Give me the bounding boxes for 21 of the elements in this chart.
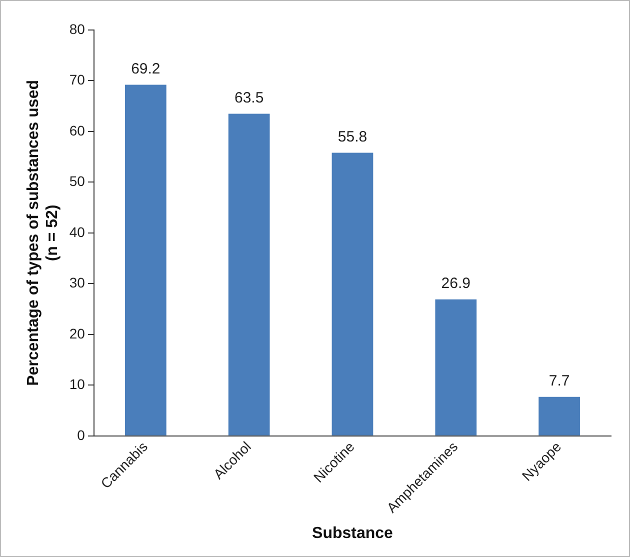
- data-label: 7.7: [548, 372, 570, 390]
- bar: [538, 396, 580, 436]
- y-tick-label: 10: [69, 376, 86, 392]
- y-tick-label: 80: [69, 20, 86, 37]
- y-axis-title: Percentage of types of substances used (n = 52): [25, 80, 62, 386]
- data-label: 69.2: [131, 60, 160, 78]
- data-label: 63.5: [234, 89, 264, 106]
- bar: [124, 84, 166, 436]
- x-axis-title: Substance: [312, 524, 394, 542]
- y-tick-label: 30: [69, 274, 86, 291]
- bar: [228, 114, 270, 436]
- bar: [332, 152, 374, 436]
- bar: [435, 299, 477, 436]
- y-tick-label: 0: [77, 426, 86, 443]
- y-tick-label: 60: [69, 122, 86, 138]
- y-tick-label: 50: [69, 173, 86, 190]
- data-label: 26.9: [441, 275, 470, 292]
- y-tick-label: 20: [69, 325, 86, 342]
- y-tick-label: 40: [69, 224, 86, 240]
- data-label: 55.8: [338, 128, 368, 146]
- y-tick-label: 70: [69, 72, 86, 88]
